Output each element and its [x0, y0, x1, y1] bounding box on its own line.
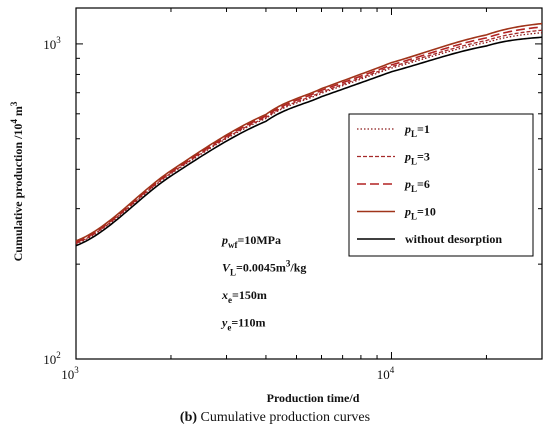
y-tick-base: 10 — [43, 37, 56, 52]
x-tick-base: 10 — [377, 367, 390, 382]
y-axis-title: Cumulative production /104 m3 — [9, 101, 25, 261]
legend-sub: L — [411, 212, 417, 222]
annotation-value: =10MPa — [238, 233, 282, 247]
caption-label: (b) — [179, 410, 198, 425]
annotation-sub: wf — [228, 240, 238, 250]
legend-label-2: pL=3 — [404, 150, 430, 167]
figure-caption: (b) Cumulative production curves — [0, 410, 550, 426]
annotation-4: ye=110m — [220, 316, 266, 333]
legend-sub: L — [411, 184, 417, 194]
legend-label-4: pL=10 — [404, 205, 436, 222]
y-title-unit: m — [11, 106, 25, 119]
annotation-sub: L — [230, 268, 236, 278]
annotation-value: =0.0045m — [236, 261, 286, 275]
y-tick-exp: 3 — [56, 35, 61, 45]
legend-value: =10 — [417, 205, 436, 219]
plot-area — [75, 7, 543, 360]
legend-value: =6 — [417, 177, 430, 191]
annotation-var: x — [221, 288, 228, 302]
annotation-3: xe=150m — [221, 288, 267, 305]
y-tick-label: 103 — [43, 35, 61, 52]
y-title-main: Cumulative production /10 — [11, 124, 25, 262]
y-tick-exp: 2 — [56, 350, 61, 360]
plot-frame — [75, 7, 543, 360]
annotation-2: VL=0.0045m3/kg — [222, 259, 306, 278]
legend-sub: L — [411, 129, 417, 139]
annotation-sup: 3 — [286, 259, 291, 269]
series-line-2 — [75, 29, 543, 244]
annotation-sub: e — [227, 323, 231, 333]
annotation-sub: e — [228, 295, 232, 305]
annotation-var: p — [221, 233, 228, 247]
x-tick-base: 10 — [61, 367, 74, 382]
annotation-value: =150m — [232, 288, 267, 302]
legend-sub: L — [411, 157, 417, 167]
annotation-value: =110m — [231, 316, 265, 330]
legend-value: without desorption — [405, 232, 502, 246]
series-line-1 — [75, 32, 543, 245]
annotation-tail: /kg — [289, 261, 306, 275]
annotation-var: V — [222, 261, 231, 275]
series-line-5 — [75, 36, 543, 247]
caption-text: Cumulative production curves — [197, 410, 371, 425]
x-axis-title: Production time/d — [267, 391, 360, 405]
series-line-3 — [75, 26, 543, 243]
legend-var: p — [404, 177, 411, 191]
legend-value: =3 — [417, 150, 430, 164]
x-tick-label: 104 — [377, 365, 395, 382]
y-title-sup-3: 3 — [9, 101, 19, 106]
y-tick-label: 102 — [43, 350, 61, 367]
legend-var: p — [404, 122, 411, 136]
annotation-1: pwf=10MPa — [221, 233, 281, 250]
series-line-4 — [75, 22, 543, 242]
x-tick-label: 103 — [61, 365, 79, 382]
legend-label-1: pL=1 — [404, 122, 430, 139]
y-tick-base: 10 — [43, 352, 56, 367]
x-tick-exp: 4 — [390, 365, 395, 375]
legend-var: p — [404, 150, 411, 164]
legend-label-3: pL=6 — [404, 177, 430, 194]
x-tick-exp: 3 — [74, 365, 79, 375]
series-group — [75, 22, 543, 247]
annotation-var: y — [220, 316, 228, 330]
legend-value: =1 — [417, 122, 430, 136]
legend-var: p — [404, 205, 411, 219]
legend-box — [348, 113, 534, 257]
legend-label-5: without desorption — [405, 232, 502, 246]
y-title-sup-4: 4 — [9, 119, 19, 124]
